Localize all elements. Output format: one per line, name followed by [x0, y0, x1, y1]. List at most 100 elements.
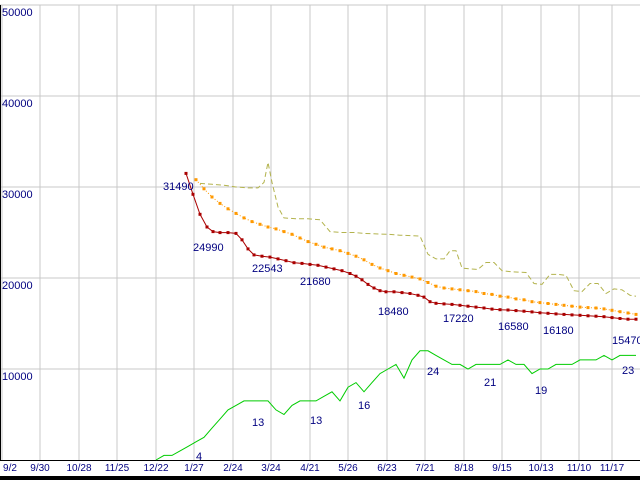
series-marker-average-price — [338, 249, 342, 253]
series-marker-lowest-price — [205, 225, 209, 229]
series-marker-average-price — [362, 258, 366, 262]
x-axis-label: 9/15 — [492, 463, 512, 474]
series-marker-lowest-price — [594, 314, 598, 318]
series-marker-average-price — [530, 300, 534, 304]
value-label: 18480 — [378, 306, 409, 318]
x-axis-label: 10/28 — [66, 463, 91, 474]
series-marker-lowest-price — [246, 247, 250, 251]
bottom-border — [0, 476, 640, 480]
series-marker-average-price — [202, 187, 206, 191]
series-marker-lowest-price — [434, 301, 438, 305]
series-marker-lowest-price — [260, 254, 264, 258]
series-marker-lowest-price — [422, 295, 426, 299]
series-marker-average-price — [634, 312, 638, 316]
series-marker-lowest-price — [400, 291, 404, 295]
value-label: 4 — [196, 451, 202, 463]
series-marker-lowest-price — [392, 290, 396, 294]
series-marker-average-price — [570, 304, 574, 308]
x-axis-label: 10/13 — [528, 463, 553, 474]
series-marker-average-price — [538, 301, 542, 305]
series-marker-average-price — [602, 307, 606, 311]
series-marker-average-price — [258, 222, 262, 226]
series-marker-lowest-price — [474, 305, 478, 309]
series-marker-lowest-price — [360, 278, 364, 282]
series-marker-lowest-price — [340, 269, 344, 273]
x-axis-label: 6/23 — [377, 463, 397, 474]
series-line-average-price — [195, 179, 637, 315]
series-marker-lowest-price — [634, 317, 638, 321]
series-marker-average-price — [474, 290, 478, 294]
series-marker-lowest-price — [284, 259, 288, 263]
series-marker-lowest-price — [268, 255, 272, 259]
series-marker-average-price — [418, 277, 422, 281]
series-marker-average-price — [626, 311, 630, 315]
series-marker-lowest-price — [372, 286, 376, 290]
series-marker-lowest-price — [184, 171, 188, 175]
value-label: 21680 — [300, 276, 331, 288]
series-marker-lowest-price — [292, 261, 296, 265]
series-marker-average-price — [290, 232, 294, 236]
series-marker-average-price — [226, 207, 230, 211]
y-axis-label: 20000 — [2, 280, 33, 292]
series-marker-lowest-price — [408, 292, 412, 295]
x-axis-label: 2/24 — [223, 463, 243, 474]
series-marker-average-price — [434, 284, 438, 288]
series-marker-lowest-price — [234, 231, 238, 235]
series-marker-average-price — [274, 227, 278, 231]
series-marker-lowest-price — [522, 309, 526, 313]
x-axis-label: 9/2 — [3, 463, 17, 474]
series-marker-lowest-price — [482, 306, 486, 310]
series-marker-average-price — [266, 225, 270, 229]
series-marker-average-price — [386, 269, 390, 273]
series-marker-lowest-price — [442, 302, 446, 306]
series-marker-average-price — [442, 286, 446, 290]
value-label: 31490 — [163, 181, 194, 193]
series-marker-average-price — [490, 292, 494, 296]
series-marker-lowest-price — [416, 293, 420, 297]
series-marker-lowest-price — [546, 311, 550, 315]
series-marker-average-price — [282, 230, 286, 234]
series-marker-average-price — [234, 211, 238, 215]
y-axis-label: 10000 — [2, 371, 33, 383]
x-axis-label: 11/25 — [105, 463, 130, 474]
value-label: 16580 — [498, 321, 529, 333]
series-marker-lowest-price — [324, 265, 328, 269]
series-marker-lowest-price — [252, 253, 256, 257]
series-marker-lowest-price — [538, 311, 542, 315]
series-marker-lowest-price — [498, 308, 502, 312]
y-axis-label: 50000 — [2, 7, 33, 19]
value-label: 16180 — [543, 325, 574, 337]
series-marker-average-price — [322, 245, 326, 249]
series-marker-lowest-price — [458, 303, 462, 307]
series-marker-average-price — [250, 220, 254, 224]
series-marker-average-price — [522, 298, 526, 302]
x-axis-label: 7/21 — [415, 463, 435, 474]
series-marker-lowest-price — [506, 308, 510, 312]
x-axis-label: 9/30 — [30, 463, 50, 474]
series-marker-average-price — [394, 272, 398, 275]
series-marker-lowest-price — [348, 272, 352, 275]
series-marker-average-price — [578, 305, 582, 309]
series-marker-lowest-price — [570, 313, 574, 317]
series-marker-lowest-price — [384, 290, 388, 294]
series-marker-average-price — [618, 310, 622, 314]
series-line-store-count — [155, 350, 636, 461]
series-marker-average-price — [610, 308, 614, 312]
series-marker-average-price — [586, 306, 590, 310]
value-label: 13 — [252, 417, 264, 429]
series-marker-average-price — [426, 281, 430, 284]
value-label: 22543 — [252, 263, 283, 275]
series-marker-lowest-price — [240, 238, 244, 242]
value-label: 17220 — [443, 313, 474, 325]
series-marker-lowest-price — [530, 310, 534, 314]
value-label: 13 — [310, 415, 322, 427]
value-label: 15470 — [612, 335, 640, 347]
series-marker-lowest-price — [490, 307, 494, 311]
series-marker-lowest-price — [198, 212, 202, 216]
series-marker-lowest-price — [562, 312, 566, 316]
value-label: 24990 — [193, 242, 224, 254]
series-marker-lowest-price — [466, 304, 470, 308]
value-label: 16 — [358, 400, 370, 412]
series-marker-lowest-price — [316, 263, 320, 267]
y-axis-label: 30000 — [2, 189, 33, 201]
